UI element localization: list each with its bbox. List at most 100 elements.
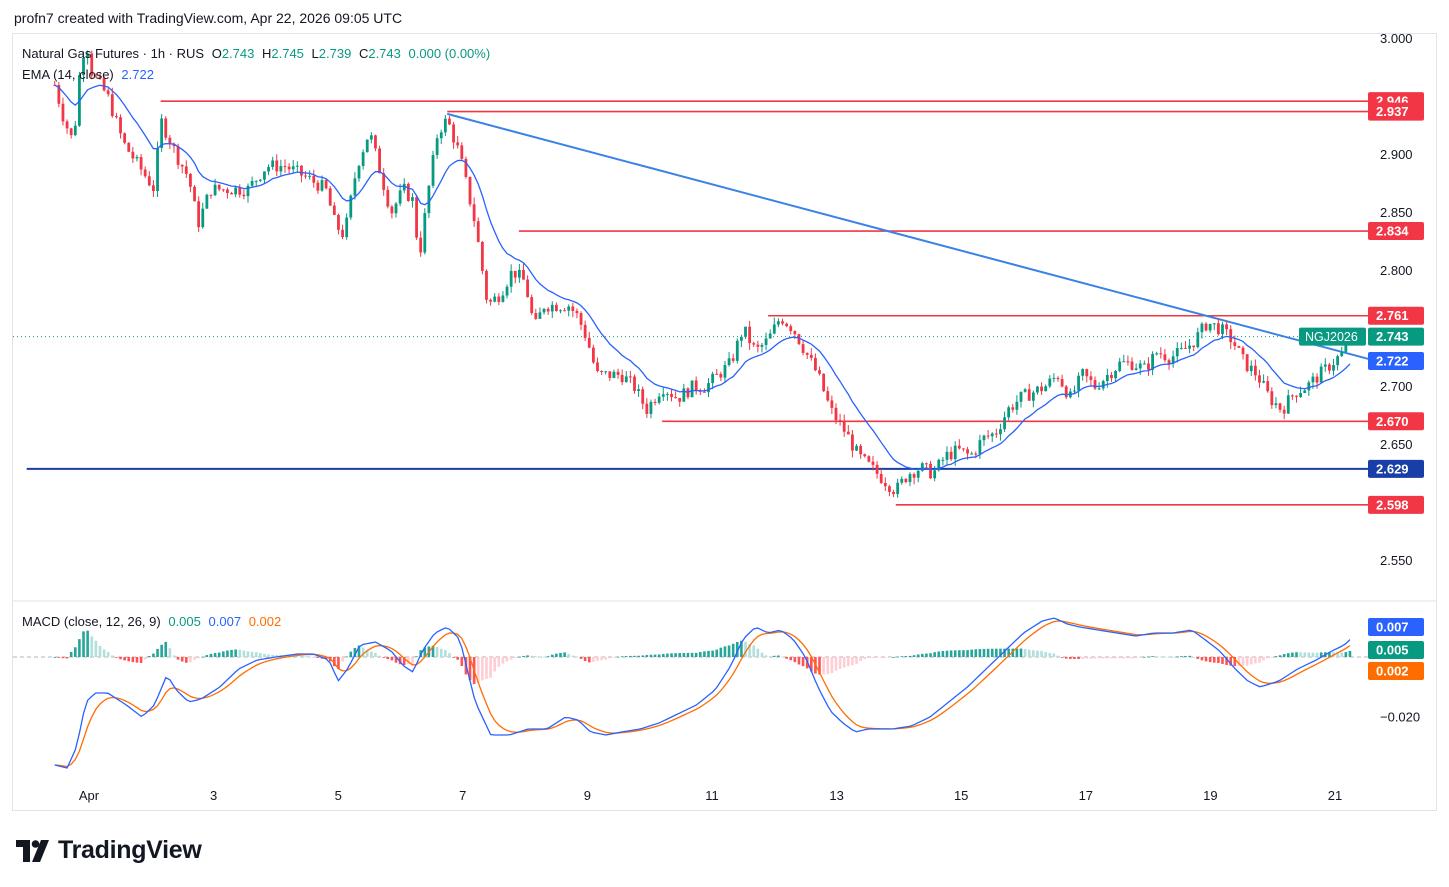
macd-histogram-bar — [518, 656, 521, 658]
candle-body — [1192, 345, 1196, 348]
macd-histogram-bar — [735, 641, 739, 657]
candle-body — [546, 308, 550, 312]
candle — [727, 352, 731, 367]
candle-body — [300, 165, 303, 176]
candle — [275, 154, 279, 176]
macd-histogram-bar — [382, 657, 385, 658]
candle-body — [139, 156, 143, 170]
macd-histogram-bar — [1188, 655, 1191, 657]
candle — [768, 329, 772, 339]
macd-histogram-bar — [851, 657, 854, 666]
candle — [119, 114, 122, 139]
macd-histogram-bar — [698, 651, 702, 657]
candle — [534, 308, 538, 320]
candle-body — [168, 137, 172, 145]
candle — [805, 352, 809, 360]
candle-body — [1044, 386, 1048, 392]
candle-body — [933, 470, 937, 479]
macd-histogram-bar — [884, 657, 887, 658]
candle-body — [822, 373, 826, 392]
candle — [287, 163, 291, 175]
candle-body — [1225, 324, 1228, 330]
legend-high-label: H — [261, 46, 272, 61]
candle — [1303, 388, 1307, 394]
candle-body — [197, 201, 201, 228]
candle — [851, 430, 854, 458]
candle — [509, 264, 513, 293]
candle — [415, 194, 418, 240]
candle-body — [916, 470, 920, 478]
candle — [386, 186, 390, 209]
macd-histogram-bar — [1106, 657, 1109, 659]
macd-histogram-bar — [567, 653, 571, 657]
candle-body — [1233, 342, 1237, 346]
candle — [842, 414, 846, 437]
candle-body — [624, 376, 628, 383]
ema-legend-label: EMA (14, close) — [22, 67, 114, 82]
candle — [106, 88, 110, 97]
candle-body — [851, 434, 854, 451]
chart-canvas[interactable]: 3.000 2.900 2.850 2.800 2.700 2.650 2.550 Apr 3 5… — [13, 34, 1436, 810]
candle-body — [748, 326, 752, 344]
macd-histogram-bar — [135, 657, 139, 663]
candle — [517, 263, 521, 283]
tradingview-logo[interactable]: TradingView — [16, 836, 202, 865]
candle-body — [1052, 377, 1056, 379]
candle-body — [554, 304, 558, 312]
candle-body — [1303, 390, 1307, 394]
candle-body — [612, 371, 616, 378]
macd-histogram-bar — [966, 650, 969, 657]
candle — [205, 193, 209, 209]
candle — [160, 114, 164, 152]
macd-histogram-bar — [962, 650, 965, 657]
candle-body — [1147, 363, 1150, 370]
macd-histogram-bar — [912, 655, 916, 657]
candle — [657, 393, 661, 405]
tradingview-logo-icon — [16, 839, 49, 862]
candle-body — [242, 194, 246, 197]
candle — [1159, 347, 1163, 359]
macd-histogram-bar — [180, 657, 184, 662]
macd-histogram-bar — [185, 657, 188, 663]
candle-body — [369, 135, 373, 140]
level-badge-bg — [1368, 222, 1424, 241]
macd-badge-bg — [1368, 662, 1424, 680]
macd-histogram-bar — [892, 656, 895, 658]
candle-body — [374, 135, 377, 149]
macd-histogram-bar — [538, 656, 542, 658]
candle-body — [1122, 361, 1126, 363]
candle-body — [1196, 332, 1200, 348]
candle — [102, 75, 106, 92]
candle — [300, 165, 303, 183]
legend-open: 2.743 — [221, 46, 255, 61]
candle-body — [571, 306, 575, 311]
candle-body — [600, 371, 604, 373]
candle — [73, 121, 77, 137]
macd-histogram-bar — [127, 657, 131, 662]
macd-histogram-bar — [682, 652, 686, 657]
candle — [1040, 382, 1043, 395]
candle-body — [1114, 370, 1117, 379]
macd-histogram-bar — [1040, 650, 1043, 657]
candle — [472, 197, 476, 227]
candle-body — [423, 213, 427, 253]
macd-histogram-bar — [341, 657, 344, 662]
candle-body — [908, 474, 912, 483]
macd-histogram-bar — [476, 657, 480, 683]
macd-histogram-bar — [1303, 652, 1307, 657]
candle-body — [772, 324, 776, 334]
date-tick-label: 9 — [584, 788, 591, 803]
macd-histogram-bar — [690, 652, 694, 657]
candle-body — [641, 389, 645, 404]
macd-histogram-bar — [982, 648, 986, 657]
candle — [711, 371, 715, 390]
candle-body — [1003, 417, 1006, 430]
macd-histogram-bar — [246, 651, 250, 657]
candle — [945, 446, 949, 465]
macd-histogram-bar — [1023, 648, 1027, 657]
macd-histogram-bar — [353, 647, 357, 657]
candle-body — [493, 296, 497, 302]
price-tick-label: 2.800 — [1380, 263, 1413, 278]
candle — [1023, 388, 1027, 393]
candle-body — [777, 321, 780, 325]
